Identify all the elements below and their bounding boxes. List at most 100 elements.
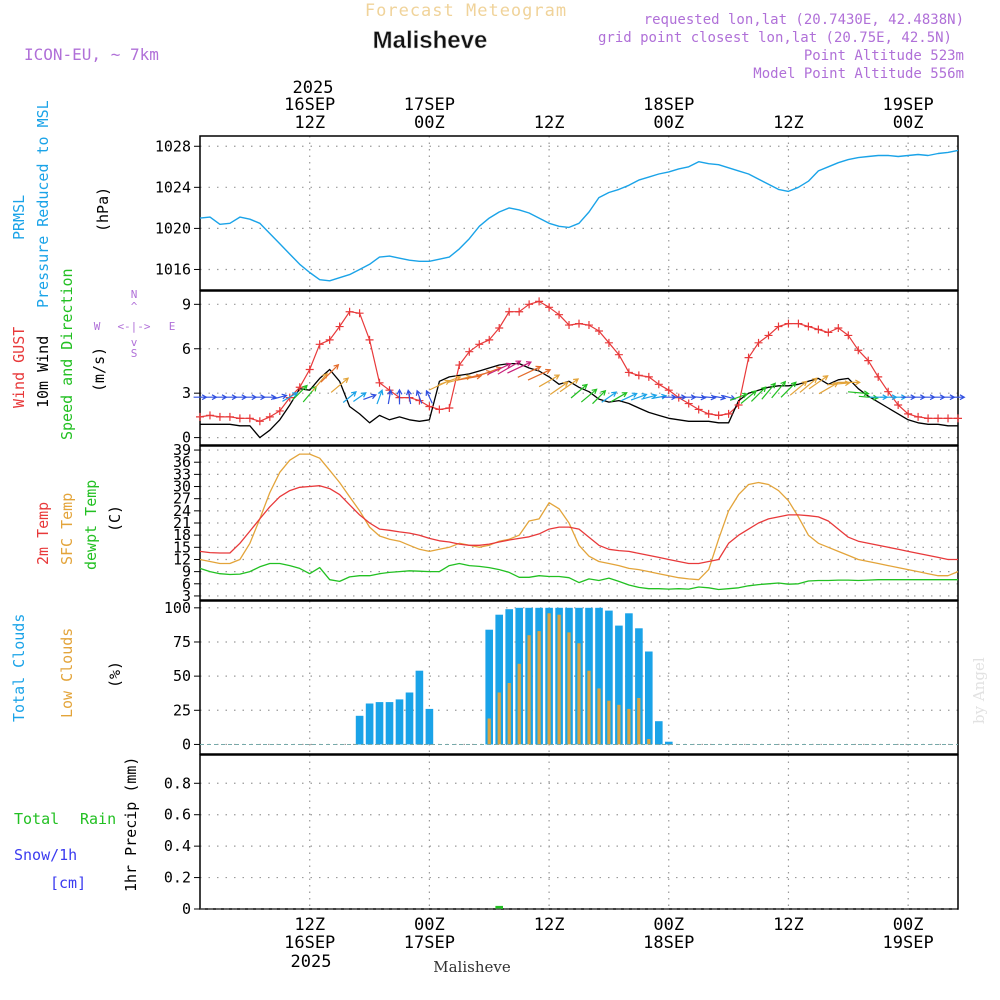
- gust-marker: [215, 412, 224, 421]
- low-cloud-bar: [637, 698, 641, 745]
- wind-gust-label: Wind GUST: [10, 327, 28, 408]
- total-cloud-bar: [665, 741, 673, 745]
- gust-marker: [894, 401, 903, 410]
- gust-marker: [824, 328, 833, 337]
- wind-direction-arrow: [330, 377, 350, 393]
- wind-direction-arrow: [847, 390, 870, 397]
- wind-direction-arrow: [527, 368, 552, 381]
- temp-2m-line: [199, 485, 958, 565]
- bottom-hour-label: 00Z: [414, 915, 445, 935]
- gust-marker: [275, 406, 284, 415]
- wind-direction-arrow: [415, 389, 423, 404]
- wind-direction-arrow: [363, 393, 377, 400]
- gust-marker: [545, 303, 554, 312]
- gust-marker: [814, 325, 823, 334]
- bottom-hour-label: 12Z: [534, 915, 565, 935]
- gust-marker: [225, 412, 234, 421]
- sfc-temp-label: SFC Temp: [58, 493, 76, 565]
- gust-marker: [375, 378, 384, 387]
- total-cloud-bar: [625, 613, 633, 745]
- y-tick-label: 36: [173, 453, 191, 471]
- top-hour-label: 12Z: [534, 113, 565, 133]
- gust-marker: [744, 353, 753, 362]
- gust-marker: [714, 411, 723, 420]
- wind-direction-arrow: [711, 394, 727, 401]
- total-cloud-bar: [505, 609, 513, 745]
- precip-unit: 1hr Precip (mm): [122, 757, 140, 892]
- gust-marker: [555, 310, 564, 319]
- top-hour-label: 12Z: [773, 113, 804, 133]
- low-cloud-bar: [527, 635, 531, 745]
- panel-frame: [199, 290, 959, 446]
- y-tick-label: 18: [173, 526, 191, 544]
- wind-unit: (m/s): [90, 347, 108, 392]
- gust-marker: [535, 297, 544, 306]
- year-top: 2025: [293, 78, 334, 98]
- gust-marker: [365, 335, 374, 344]
- bottom-day-label: 18SEP: [643, 933, 694, 953]
- total-cloud-bar: [495, 614, 503, 745]
- wind-direction-arrow: [292, 384, 308, 401]
- wind-direction-arrow: [771, 380, 787, 399]
- low-cloud-bar: [647, 739, 651, 745]
- precip-cm-label: [cm]: [50, 874, 86, 892]
- panel-frame: [199, 754, 959, 910]
- y-tick-label: 25: [173, 701, 191, 719]
- gust-marker: [844, 331, 853, 340]
- panel-frame: [199, 600, 959, 755]
- gust-marker: [565, 321, 574, 330]
- gust-marker: [614, 350, 623, 359]
- credit-watermark: by Angel: [970, 657, 988, 724]
- wind-direction-arrow: [425, 389, 433, 404]
- compass-east: E: [169, 320, 176, 333]
- gust-marker: [355, 309, 364, 318]
- wind-direction-arrow: [353, 392, 367, 402]
- low-cloud-bar: [537, 631, 541, 745]
- gust-marker: [724, 409, 733, 418]
- wind-direction-arrow: [243, 394, 258, 401]
- wind-direction-arrow: [570, 383, 588, 399]
- wind-compass: N ^ W <-|-> E v S: [94, 288, 176, 360]
- wind-direction-arrow: [396, 388, 403, 405]
- wind-direction-arrow: [406, 389, 412, 405]
- cloud-unit: (%): [106, 661, 124, 688]
- wind-direction-arrow: [620, 392, 638, 402]
- low-cloud-bar: [577, 643, 581, 745]
- y-tick-label: 24: [173, 502, 191, 520]
- low-cloud-bar: [617, 704, 621, 745]
- top-hour-label: 12Z: [294, 113, 325, 133]
- requested-coords: requested lon,lat (20.7430E, 42.4838N): [644, 12, 964, 28]
- top-day-label: 16SEP: [284, 95, 335, 115]
- gust-marker: [445, 403, 454, 412]
- gust-marker: [475, 340, 484, 349]
- y-tick-label: 0.4: [164, 837, 191, 855]
- gust-marker: [954, 414, 962, 423]
- gust-marker: [305, 365, 314, 374]
- bottom-day-label: 19SEP: [883, 933, 934, 953]
- point-altitude: Point Altitude 523m: [804, 48, 964, 64]
- gust-marker: [265, 412, 274, 421]
- gust-marker: [904, 409, 913, 418]
- pressure-msl-label: Pressure Reduced to MSL: [34, 100, 52, 308]
- total-cloud-bar: [425, 708, 434, 745]
- dewpoint-line: [199, 562, 958, 591]
- total-cloud-bar: [415, 670, 424, 745]
- gust-marker: [694, 405, 703, 414]
- grid-point-coords: grid point closest lon,lat (20.75E, 42.5…: [598, 30, 952, 46]
- low-cloud-bar: [557, 614, 561, 745]
- compass-south: S: [131, 347, 138, 360]
- wind-direction-arrow: [740, 390, 758, 404]
- gust-marker: [764, 331, 773, 340]
- gust-marker: [325, 335, 334, 344]
- top-hour-label: 00Z: [653, 113, 684, 133]
- gust-marker: [505, 307, 514, 316]
- year-bottom: 2025: [291, 952, 332, 972]
- y-tick-label: 1016: [155, 260, 191, 278]
- sfc-temp-line: [199, 453, 959, 581]
- wind-direction-arrow: [264, 394, 277, 401]
- gust-marker: [385, 386, 394, 395]
- y-tick-label: 0.2: [164, 869, 191, 887]
- gust-marker: [934, 414, 943, 423]
- wind-direction-arrow: [342, 390, 357, 403]
